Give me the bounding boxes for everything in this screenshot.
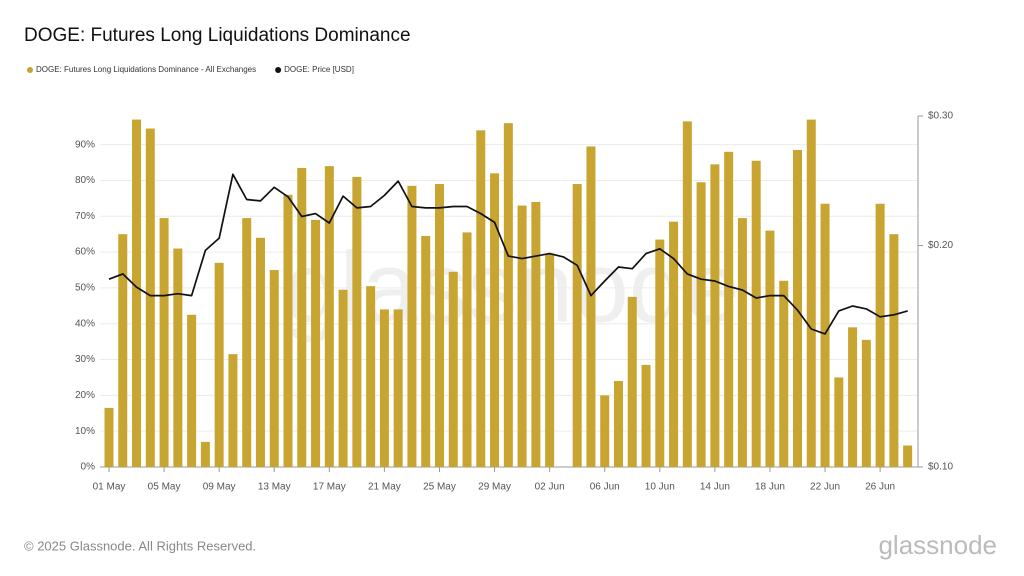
bar bbox=[531, 201, 541, 468]
bar bbox=[200, 441, 210, 467]
logo: glassnode bbox=[878, 530, 997, 560]
bar bbox=[407, 185, 417, 467]
bar bbox=[627, 296, 637, 467]
bar bbox=[324, 166, 334, 467]
bar bbox=[834, 377, 844, 467]
x-tick-label: 29 May bbox=[478, 482, 511, 493]
bar bbox=[641, 364, 651, 467]
bar bbox=[297, 167, 307, 468]
y2-tick-label: $0.20 bbox=[928, 240, 953, 251]
bar bbox=[145, 128, 155, 468]
bar bbox=[613, 381, 623, 467]
bar bbox=[572, 184, 582, 467]
footer: © 2025 Glassnode. All Rights Reserved. bbox=[24, 538, 256, 553]
price-line bbox=[108, 173, 908, 335]
bar bbox=[751, 160, 761, 468]
bar bbox=[462, 232, 472, 467]
bar bbox=[338, 289, 348, 467]
bar bbox=[173, 248, 183, 467]
bar bbox=[517, 205, 527, 467]
bar bbox=[159, 218, 169, 467]
y2-tick-label: $0.10 bbox=[928, 462, 953, 473]
bar bbox=[696, 182, 706, 468]
y-tick-label: 0% bbox=[81, 462, 96, 473]
bar bbox=[724, 151, 734, 467]
bar bbox=[861, 339, 871, 467]
bar bbox=[600, 395, 610, 467]
bar bbox=[187, 314, 197, 467]
bar bbox=[490, 173, 500, 467]
x-tick-label: 02 Jun bbox=[535, 482, 565, 493]
x-tick-label: 14 Jun bbox=[700, 482, 730, 493]
bar bbox=[393, 309, 403, 467]
bar bbox=[104, 407, 114, 467]
bar bbox=[710, 164, 720, 467]
x-tick-label: 09 May bbox=[203, 482, 236, 493]
x-tick-label: 21 May bbox=[368, 482, 401, 493]
bar bbox=[903, 445, 913, 467]
bar bbox=[421, 235, 431, 467]
bar bbox=[214, 262, 224, 467]
y-tick-label: 80% bbox=[75, 175, 95, 186]
bar bbox=[820, 203, 830, 467]
x-tick-label: 13 May bbox=[258, 482, 291, 493]
bar bbox=[545, 253, 555, 467]
bar bbox=[889, 234, 899, 467]
y-tick-label: 50% bbox=[75, 283, 95, 294]
legend-marker bbox=[275, 67, 282, 73]
bar bbox=[476, 130, 486, 467]
x-tick-label: 22 Jun bbox=[810, 482, 840, 493]
y-tick-label: 70% bbox=[75, 211, 95, 222]
x-tick-label: 10 Jun bbox=[645, 482, 675, 493]
y-tick-label: 90% bbox=[75, 139, 95, 150]
chart-title: DOGE: Futures Long Liquidations Dominanc… bbox=[24, 25, 411, 46]
bar bbox=[242, 218, 252, 467]
bar bbox=[118, 234, 128, 467]
legend-label: DOGE: Price [USD] bbox=[284, 65, 354, 74]
bar bbox=[737, 218, 747, 467]
bar bbox=[255, 237, 265, 467]
bar bbox=[779, 280, 789, 467]
bar bbox=[793, 150, 802, 467]
bar bbox=[682, 121, 692, 468]
bar bbox=[283, 194, 293, 468]
y-tick-label: 30% bbox=[75, 354, 95, 365]
y-tick-label: 60% bbox=[75, 247, 95, 258]
bar bbox=[848, 327, 858, 467]
y-tick-label: 10% bbox=[75, 426, 95, 437]
bar bbox=[448, 271, 458, 467]
legend-marker bbox=[27, 67, 33, 73]
bar bbox=[669, 221, 679, 467]
y-tick-label: 20% bbox=[75, 390, 95, 401]
bar bbox=[655, 239, 665, 467]
y-tick-label: 40% bbox=[75, 318, 95, 329]
x-tick-label: 06 Jun bbox=[590, 482, 620, 493]
x-tick-label: 17 May bbox=[313, 482, 346, 493]
x-tick-label: 05 May bbox=[148, 482, 181, 493]
bar bbox=[586, 146, 596, 467]
x-tick-label: 18 Jun bbox=[755, 482, 785, 493]
bar bbox=[379, 309, 389, 467]
bar bbox=[434, 184, 444, 467]
bar bbox=[765, 230, 775, 467]
x-tick-label: 26 Jun bbox=[865, 482, 895, 493]
bar bbox=[352, 176, 362, 467]
bar bbox=[366, 286, 376, 467]
y2-tick-label: $0.30 bbox=[928, 111, 953, 122]
bar bbox=[269, 270, 279, 467]
legend-label: DOGE: Futures Long Liquidations Dominanc… bbox=[36, 65, 256, 74]
x-tick-label: 01 May bbox=[93, 482, 126, 493]
bar bbox=[875, 203, 885, 467]
bar bbox=[503, 123, 513, 467]
bar bbox=[311, 219, 321, 467]
x-tick-label: 25 May bbox=[423, 482, 456, 493]
bar bbox=[228, 354, 238, 467]
bar bbox=[132, 119, 142, 467]
bar bbox=[806, 119, 816, 467]
